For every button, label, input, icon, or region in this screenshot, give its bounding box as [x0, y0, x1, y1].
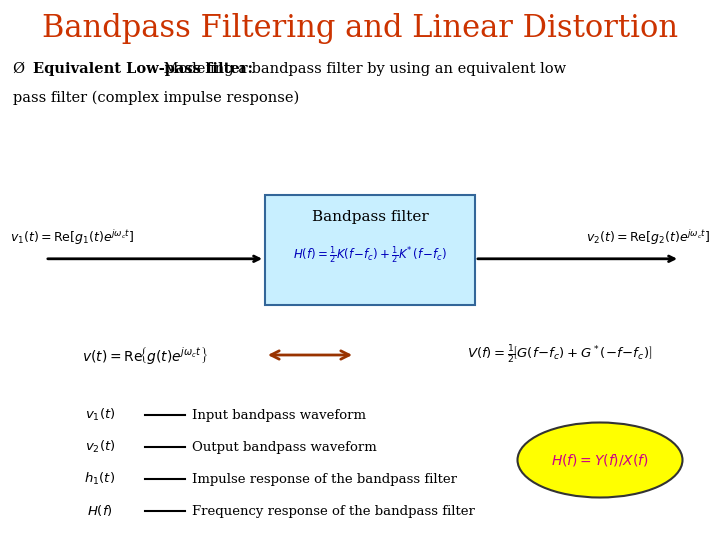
Text: $V(f)=\frac{1}{2}\!\left[G(f\!-\!f_c)+G^*(-f\!-\!f_c)\right]$: $V(f)=\frac{1}{2}\!\left[G(f\!-\!f_c)+G^… — [467, 344, 652, 366]
Text: Output bandpass waveform: Output bandpass waveform — [192, 441, 377, 454]
Ellipse shape — [518, 422, 683, 497]
Text: Equivalent Low-pass filter:: Equivalent Low-pass filter: — [33, 62, 253, 76]
Text: $v_2(t)$: $v_2(t)$ — [85, 439, 115, 455]
Text: Modeling a bandpass filter by using an equivalent low: Modeling a bandpass filter by using an e… — [159, 62, 566, 76]
Text: $H(f) = Y(f)/X(f)$: $H(f) = Y(f)/X(f)$ — [551, 452, 649, 468]
Text: Bandpass Filtering and Linear Distortion: Bandpass Filtering and Linear Distortion — [42, 14, 678, 44]
Text: Frequency response of the bandpass filter: Frequency response of the bandpass filte… — [192, 504, 475, 517]
Text: $H(f)$: $H(f)$ — [87, 503, 113, 518]
Text: $v_1(t) = \mathrm{Re}[g_1(t)e^{j\omega_c t}]$: $v_1(t) = \mathrm{Re}[g_1(t)e^{j\omega_c… — [10, 228, 135, 247]
FancyBboxPatch shape — [265, 195, 475, 305]
Text: $h_1(t)$: $h_1(t)$ — [84, 471, 115, 487]
Text: Impulse response of the bandpass filter: Impulse response of the bandpass filter — [192, 472, 457, 485]
Text: $v_1(t)$: $v_1(t)$ — [85, 407, 115, 423]
Text: Bandpass filter: Bandpass filter — [312, 210, 428, 224]
Text: $v_2(t) = \mathrm{Re}[g_2(t)e^{j\omega_c t}]$: $v_2(t) = \mathrm{Re}[g_2(t)e^{j\omega_c… — [585, 228, 710, 247]
Text: pass filter (complex impulse response): pass filter (complex impulse response) — [13, 90, 300, 105]
Text: Ø: Ø — [13, 62, 30, 76]
Text: $H(f)=\frac{1}{2}K(f\!-\!f_c)+\frac{1}{2}K^{\!*}(f\!-\!f_c)$: $H(f)=\frac{1}{2}K(f\!-\!f_c)+\frac{1}{2… — [293, 244, 447, 266]
Text: $v(t)= \mathrm{Re}\!\left\{g(t)e^{j\omega_c t}\right\}$: $v(t)= \mathrm{Re}\!\left\{g(t)e^{j\omeg… — [82, 345, 208, 366]
Text: Input bandpass waveform: Input bandpass waveform — [192, 408, 366, 422]
